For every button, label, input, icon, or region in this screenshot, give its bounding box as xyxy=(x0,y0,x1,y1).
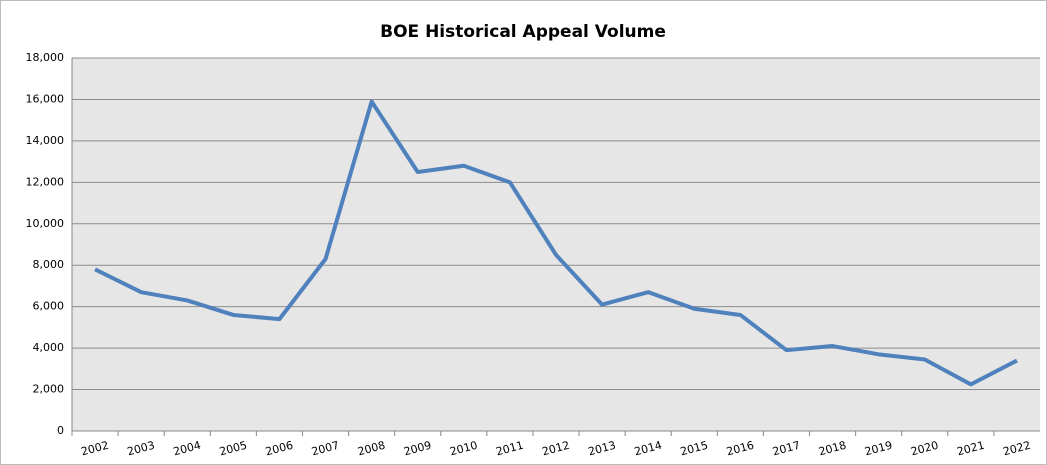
line xyxy=(94,99,1018,387)
chart-title: BOE Historical Appeal Volume xyxy=(380,22,666,42)
y-tick-label: 8,000 xyxy=(33,258,65,271)
y-tick-label: 4,000 xyxy=(33,341,65,354)
y-tick-label: 16,000 xyxy=(26,92,65,105)
y-tick-label: 12,000 xyxy=(26,175,65,188)
y-tick-label: 0 xyxy=(57,424,64,437)
y-tick-label: 10,000 xyxy=(26,217,65,230)
plot-area xyxy=(72,58,1040,431)
y-tick-label: 2,000 xyxy=(33,383,65,396)
y-tick-label: 6,000 xyxy=(33,300,65,313)
y-tick-label: 14,000 xyxy=(26,134,65,147)
y-tick-label: 18,000 xyxy=(26,51,65,64)
